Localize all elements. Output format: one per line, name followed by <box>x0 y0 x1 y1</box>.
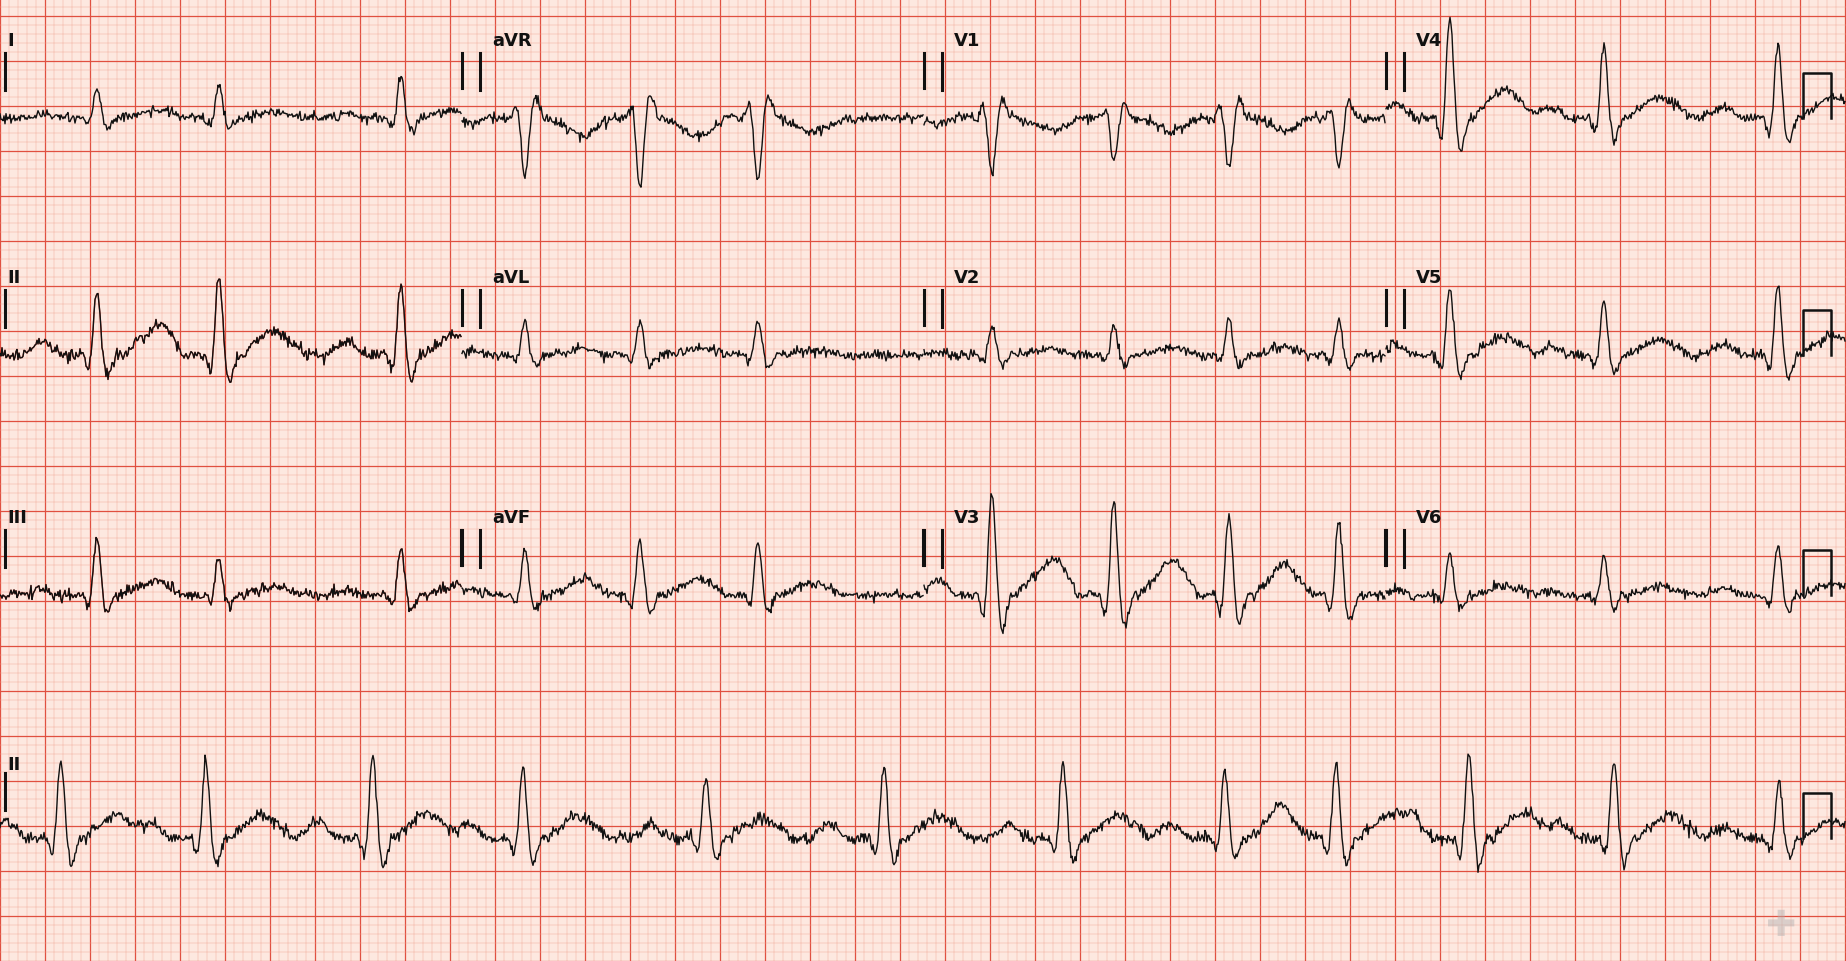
Text: aVR: aVR <box>493 32 532 50</box>
Text: V3: V3 <box>954 509 980 527</box>
Text: V5: V5 <box>1416 269 1442 287</box>
Text: III: III <box>7 509 28 527</box>
Text: V2: V2 <box>954 269 980 287</box>
Text: I: I <box>7 32 13 50</box>
Text: aVF: aVF <box>493 509 530 527</box>
Text: II: II <box>7 269 20 287</box>
Text: V4: V4 <box>1416 32 1442 50</box>
Text: V6: V6 <box>1416 509 1442 527</box>
Text: II: II <box>7 756 20 774</box>
Text: aVL: aVL <box>493 269 530 287</box>
Text: V1: V1 <box>954 32 980 50</box>
Text: ✚: ✚ <box>1767 909 1796 943</box>
